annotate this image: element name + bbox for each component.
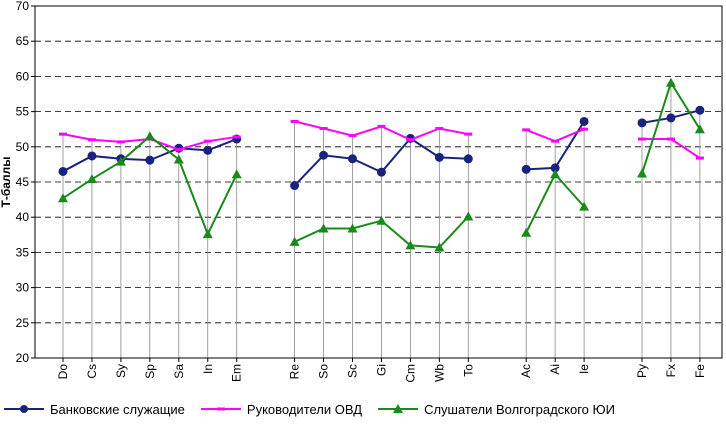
data-point: [521, 164, 531, 174]
data-point: [579, 116, 589, 126]
data-point: [173, 154, 184, 164]
data-point: [434, 242, 445, 252]
data-point: [550, 169, 561, 179]
series-lines: [58, 77, 705, 252]
y-tick-label: 45: [16, 175, 30, 189]
legend-item: Слушатели Волгоградского ЮИ: [378, 402, 615, 417]
drop-lines: [62, 82, 701, 358]
legend-swatch: [200, 407, 241, 411]
x-tick-label: Cs: [85, 364, 99, 379]
y-tick-label: 65: [16, 34, 30, 48]
x-tick-label: Ac: [519, 364, 533, 378]
x-tick-label: Sc: [346, 364, 360, 378]
data-point: [347, 223, 358, 233]
x-tick-label: Ie: [577, 364, 591, 374]
data-point: [289, 236, 300, 246]
y-tick-label: 20: [16, 351, 30, 365]
y-axis-ticks: 20 25 30 35 40 45 50 55 60 65 70: [16, 0, 35, 365]
legend-swatch-marker: [20, 405, 28, 413]
legend-item: Руководители ОВД: [200, 401, 363, 417]
gridlines: [35, 40, 722, 324]
x-tick-label: Em: [230, 364, 244, 382]
data-point: [86, 174, 97, 184]
x-tick-label: Sy: [114, 364, 128, 378]
legend-label: Руководители ОВД: [246, 401, 363, 417]
y-tick-label: 30: [16, 281, 30, 295]
data-point: [376, 167, 386, 177]
data-point: [144, 131, 155, 141]
data-point: [348, 154, 357, 164]
x-tick-label: Fe: [693, 364, 707, 378]
data-point: [463, 154, 473, 164]
legend-swatch: [378, 404, 419, 413]
x-tick-label: Wb: [432, 364, 446, 382]
data-point: [203, 145, 213, 155]
x-axis-ticks: Do Cs Sy Sp Sa In Em Re So Sc Gi Cm Wb To Ac Ai Ie Py Fx Fe: [56, 358, 707, 383]
data-point: [666, 113, 676, 123]
y-tick-label: 60: [16, 69, 30, 83]
data-point: [665, 77, 676, 87]
x-tick-label: Fx: [664, 364, 678, 377]
x-tick-label: Ai: [548, 364, 562, 375]
y-tick-label: 25: [16, 316, 30, 330]
data-point: [637, 168, 647, 178]
x-tick-label: Gi: [374, 364, 388, 376]
y-tick-label: 35: [16, 245, 30, 259]
data-point: [695, 105, 705, 115]
legend: Банковские служащие Руководители ОВД Слуша…: [4, 398, 722, 420]
y-tick-label: 50: [16, 140, 30, 154]
data-point: [579, 201, 590, 211]
data-point: [376, 215, 387, 225]
data-point: [694, 124, 705, 134]
data-point: [231, 169, 242, 179]
x-tick-label: Cm: [403, 364, 417, 383]
data-point: [521, 227, 532, 237]
x-tick-label: Sp: [143, 364, 157, 379]
x-tick-label: Re: [288, 364, 302, 380]
legend-item: Банковские служащие: [4, 402, 185, 417]
data-point: [319, 150, 329, 160]
data-point: [463, 211, 474, 221]
x-tick-label: Py: [635, 364, 649, 378]
data-point: [290, 181, 300, 191]
x-tick-label: So: [317, 364, 331, 379]
data-point: [434, 152, 444, 162]
legend-label: Банковские служащие: [50, 401, 185, 417]
data-point: [318, 223, 329, 233]
legend-swatch-marker: [393, 404, 404, 413]
y-tick-label: 55: [16, 105, 30, 119]
x-tick-label: In: [201, 364, 215, 374]
data-point: [202, 229, 213, 239]
data-point: [637, 118, 647, 128]
data-point: [58, 193, 68, 203]
data-point: [87, 151, 97, 161]
data-point: [145, 155, 155, 165]
series-group: [58, 77, 705, 252]
y-tick-label: 40: [16, 210, 30, 224]
y-tick-label: 70: [16, 0, 30, 13]
x-tick-label: To: [461, 364, 475, 377]
data-point: [58, 166, 68, 176]
legend-swatch: [4, 405, 44, 413]
legend-label: Слушатели Волгоградского ЮИ: [424, 401, 615, 417]
x-tick-label: Do: [56, 364, 70, 380]
data-point: [115, 156, 126, 166]
x-tick-label: Sa: [172, 364, 186, 379]
y-axis-title: Т-баллы: [0, 157, 13, 208]
data-point: [405, 240, 416, 250]
series-group: [58, 105, 705, 191]
